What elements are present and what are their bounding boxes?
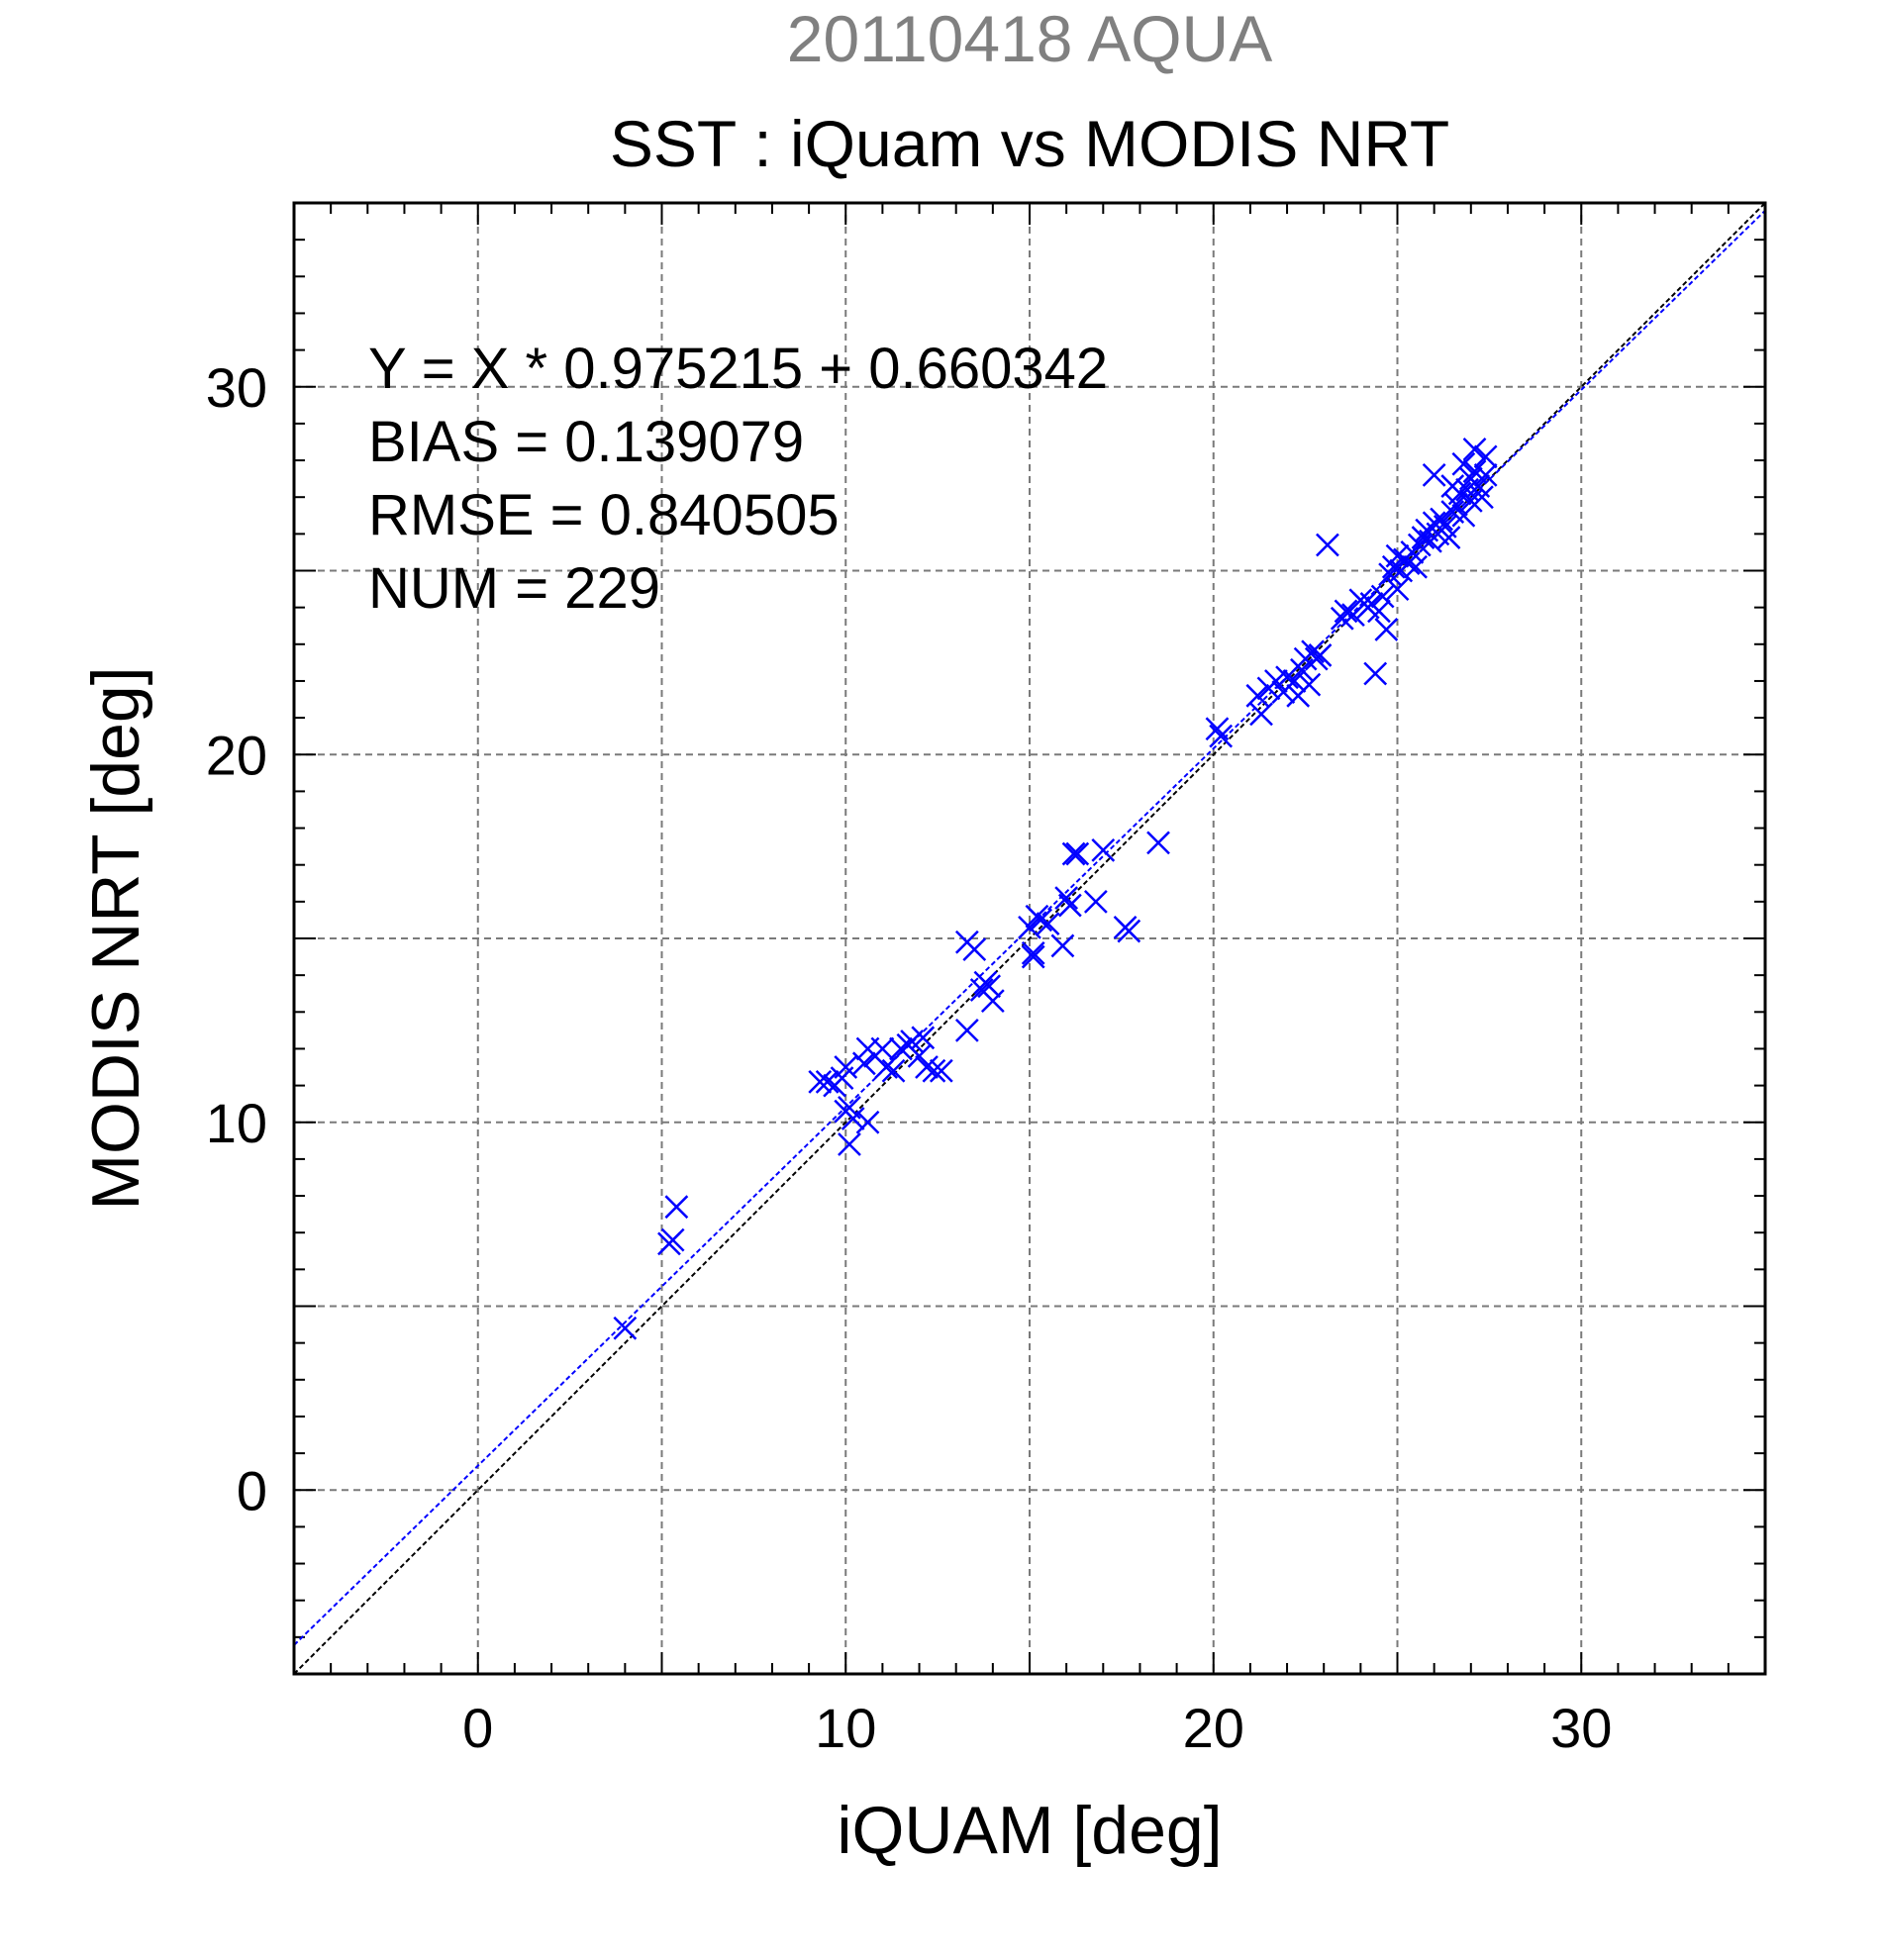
data-point (980, 989, 1005, 1014)
data-point (1083, 889, 1108, 914)
chart-title: SST : iQuam vs MODIS NRT (610, 107, 1449, 180)
data-points (613, 438, 1498, 1340)
data-point (1245, 683, 1270, 708)
rmse-stat: RMSE = 0.840505 (368, 483, 840, 547)
y-tick-label: 20 (206, 724, 267, 786)
data-point (1367, 599, 1391, 624)
data-point (1091, 837, 1116, 862)
data-point (1146, 831, 1170, 855)
data-point (1374, 618, 1399, 641)
data-point (838, 1132, 861, 1156)
data-point (841, 1107, 865, 1130)
data-point (1451, 503, 1476, 528)
data-point (834, 1055, 858, 1079)
data-point (915, 1055, 939, 1079)
data-point (1316, 533, 1339, 557)
data-point (874, 1055, 898, 1079)
data-point (911, 1026, 936, 1050)
data-point (954, 1018, 979, 1042)
data-point (1451, 451, 1476, 476)
data-point (1249, 702, 1273, 727)
data-point (1370, 584, 1395, 609)
data-point (1050, 933, 1075, 958)
data-point (1385, 577, 1410, 601)
x-tick-label: 10 (815, 1697, 876, 1759)
y-tick-label: 0 (237, 1459, 267, 1521)
regression-equation: Y = X * 0.975215 + 0.660342 (368, 337, 1108, 401)
data-point (1308, 643, 1333, 667)
grid-lines (294, 203, 1765, 1674)
data-point (1301, 639, 1325, 664)
data-point (1473, 444, 1498, 469)
y-tick-label: 30 (206, 356, 267, 419)
data-point (889, 1036, 913, 1061)
data-point (1404, 554, 1428, 579)
axis-ticks (294, 203, 1765, 1674)
data-point (1117, 919, 1141, 943)
data-point (1385, 543, 1410, 568)
data-point (922, 1058, 946, 1083)
data-point (815, 1070, 840, 1094)
data-point (1363, 661, 1388, 686)
plot-area (293, 202, 1766, 1675)
data-point (660, 1227, 685, 1252)
plot-frame (292, 201, 1767, 1676)
data-point (1462, 438, 1487, 461)
data-point (1297, 672, 1322, 697)
data-point (1209, 724, 1234, 748)
data-point (1036, 912, 1060, 936)
bias-stat: BIAS = 0.139079 (368, 410, 804, 474)
data-point (808, 1070, 833, 1094)
data-point (1054, 886, 1079, 911)
date-title: 20110418 AQUA (787, 2, 1273, 75)
data-point (1275, 665, 1299, 690)
data-point (613, 1316, 638, 1340)
x-axis-label: iQUAM [deg] (837, 1793, 1222, 1868)
stats-box: Y = X * 0.975215 + 0.660342 BIAS = 0.139… (368, 337, 1108, 621)
x-tick-label: 0 (462, 1697, 493, 1759)
y-axis-label: MODIS NRT [deg] (78, 666, 153, 1210)
data-point (1029, 908, 1053, 932)
data-point (664, 1195, 689, 1220)
data-point (1473, 463, 1498, 487)
data-point (1422, 463, 1446, 487)
data-point (1021, 944, 1045, 969)
regression-line (293, 209, 1766, 1646)
x-tick-label: 20 (1183, 1697, 1244, 1759)
num-stat: NUM = 229 (368, 556, 660, 621)
data-point (881, 1058, 906, 1083)
data-point (851, 1051, 876, 1076)
data-point (870, 1036, 895, 1061)
data-point (977, 974, 1002, 999)
identity-line (293, 202, 1766, 1675)
data-point (1057, 893, 1082, 918)
data-point (1470, 485, 1494, 510)
data-point (1065, 841, 1090, 866)
data-point (1061, 841, 1086, 866)
data-point (1436, 526, 1461, 549)
data-point (1411, 526, 1436, 549)
data-point (1447, 481, 1472, 506)
data-point (1334, 599, 1358, 624)
data-point (962, 937, 987, 962)
axis-tick-labels: 0 10 20 30 0 10 20 30 (206, 356, 1613, 1759)
y-tick-label: 10 (206, 1092, 267, 1154)
data-point (1021, 940, 1045, 965)
x-tick-label: 30 (1550, 1697, 1612, 1759)
data-point (1282, 669, 1307, 693)
data-point (929, 1058, 953, 1083)
data-point (1018, 915, 1041, 939)
data-point (855, 1110, 880, 1134)
data-point (1205, 717, 1230, 741)
